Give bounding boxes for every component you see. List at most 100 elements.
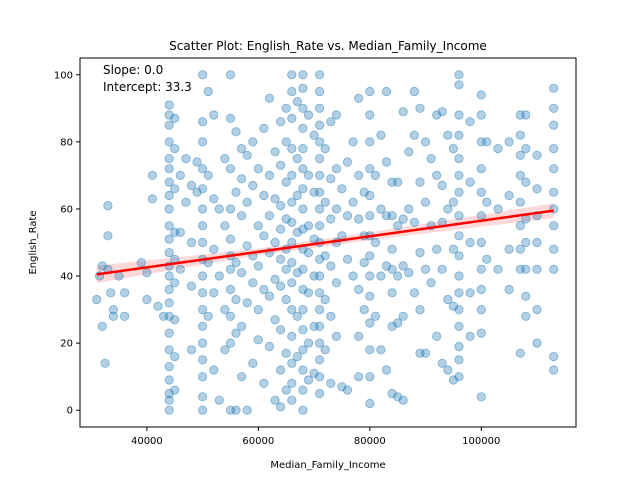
data-point xyxy=(253,335,263,345)
data-point xyxy=(476,211,486,221)
data-point xyxy=(281,103,291,113)
data-point xyxy=(476,110,486,120)
data-point xyxy=(320,251,330,261)
data-point xyxy=(342,157,353,167)
data-point xyxy=(454,110,464,120)
data-point xyxy=(298,83,308,93)
data-point xyxy=(532,338,542,348)
y-tick-label: 40 xyxy=(60,272,73,283)
data-point xyxy=(415,304,425,315)
data-point xyxy=(220,304,230,315)
data-point xyxy=(209,244,219,254)
data-point xyxy=(337,184,347,194)
data-point xyxy=(242,405,252,415)
data-point xyxy=(465,117,475,127)
data-point xyxy=(164,375,174,385)
data-point xyxy=(270,274,280,284)
data-point xyxy=(549,144,559,154)
data-point xyxy=(264,291,275,301)
data-point xyxy=(476,392,486,402)
data-point xyxy=(281,214,291,224)
data-point xyxy=(482,197,492,207)
data-point xyxy=(231,294,241,305)
data-point xyxy=(192,187,202,197)
data-point xyxy=(264,93,275,103)
data-point xyxy=(270,395,280,405)
data-point xyxy=(120,311,130,321)
data-point xyxy=(482,137,492,147)
data-point xyxy=(370,237,380,248)
data-point xyxy=(393,271,403,281)
data-point xyxy=(354,331,364,341)
data-point xyxy=(331,204,341,214)
data-point xyxy=(164,284,174,295)
data-point xyxy=(365,345,375,355)
data-point xyxy=(198,204,208,214)
data-point xyxy=(164,345,174,355)
data-point xyxy=(198,137,208,147)
data-point xyxy=(298,405,308,415)
data-point xyxy=(454,304,464,315)
data-point xyxy=(342,385,353,395)
data-point xyxy=(253,164,263,174)
data-point xyxy=(170,184,180,194)
data-point xyxy=(465,288,475,298)
data-point xyxy=(409,288,419,298)
data-point xyxy=(225,311,236,321)
data-point xyxy=(504,137,514,147)
data-point xyxy=(432,331,442,341)
data-point xyxy=(365,251,375,261)
data-point xyxy=(454,211,464,221)
data-point xyxy=(476,237,486,248)
data-point xyxy=(432,244,442,254)
data-point xyxy=(326,311,336,321)
data-point xyxy=(275,281,286,291)
data-point xyxy=(342,254,353,264)
data-point xyxy=(164,311,174,321)
data-point xyxy=(275,325,286,335)
data-point xyxy=(515,150,525,160)
data-point xyxy=(521,291,531,301)
data-point xyxy=(198,405,208,415)
data-point xyxy=(220,221,230,231)
y-tick-label: 60 xyxy=(60,204,73,215)
data-point xyxy=(198,392,208,402)
data-point xyxy=(365,318,375,328)
data-point xyxy=(532,304,542,315)
data-point xyxy=(326,214,336,224)
data-point xyxy=(337,382,347,392)
scatter-points xyxy=(92,70,559,415)
plot-frame xyxy=(79,57,577,428)
data-point xyxy=(92,294,102,305)
data-point xyxy=(515,170,525,180)
data-point xyxy=(415,248,425,258)
data-point xyxy=(448,301,458,311)
data-point xyxy=(326,378,336,388)
data-point xyxy=(270,194,280,204)
data-point xyxy=(220,154,230,164)
data-point xyxy=(281,294,291,305)
data-point xyxy=(314,321,325,331)
data-point xyxy=(225,264,236,274)
data-point xyxy=(198,164,208,174)
data-point xyxy=(209,288,219,298)
data-point xyxy=(275,365,286,375)
intercept-annotation: Intercept: 33.3 xyxy=(103,80,192,94)
data-point xyxy=(231,187,241,197)
data-point xyxy=(314,288,325,298)
data-point xyxy=(432,170,442,180)
data-point xyxy=(309,368,319,378)
data-point xyxy=(164,164,174,174)
data-point xyxy=(420,197,431,207)
data-point xyxy=(242,197,252,207)
data-point xyxy=(443,365,453,375)
data-point xyxy=(437,358,447,368)
data-point xyxy=(275,402,286,412)
data-point xyxy=(376,204,386,214)
data-point xyxy=(298,264,308,274)
data-point xyxy=(314,70,325,80)
data-point xyxy=(404,147,414,157)
data-point xyxy=(175,170,185,180)
data-point xyxy=(298,385,308,395)
data-point xyxy=(237,372,247,382)
